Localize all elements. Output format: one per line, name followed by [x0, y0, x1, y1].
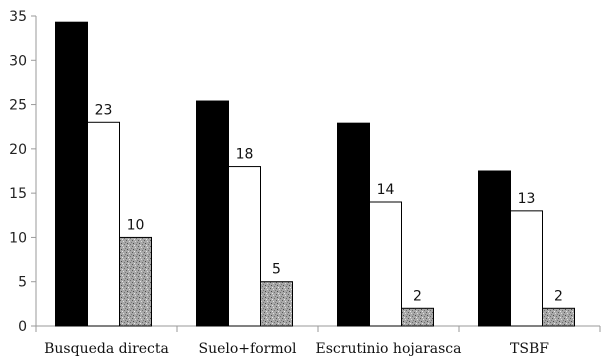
bar — [87, 121, 120, 327]
y-tick-label: 5 — [18, 275, 27, 291]
bar — [119, 236, 152, 327]
data-label: 18 — [236, 147, 254, 163]
data-label: 10 — [127, 217, 145, 233]
bar — [196, 100, 229, 327]
data-label: 14 — [377, 182, 395, 198]
bar — [228, 166, 261, 327]
bar — [401, 307, 434, 327]
y-tick-label: 10 — [9, 230, 27, 246]
category-label: Escrutinio hojarasca — [316, 341, 462, 356]
category-label: TSBF — [510, 341, 549, 356]
y-tick-label: 0 — [18, 319, 27, 335]
y-tick-label: 15 — [9, 186, 27, 202]
bar — [369, 201, 402, 327]
bars — [55, 21, 575, 327]
y-tick-label: 30 — [9, 53, 27, 69]
bar — [478, 170, 511, 327]
bar — [510, 210, 543, 327]
data-label: 13 — [518, 191, 536, 207]
y-tick-label: 20 — [9, 142, 27, 158]
data-label: 2 — [413, 288, 422, 304]
bar — [260, 281, 293, 327]
bar — [542, 307, 575, 327]
bar — [337, 122, 370, 327]
data-label: 2 — [554, 288, 563, 304]
category-label: Busqueda directa — [44, 341, 169, 356]
y-tick-label: 35 — [9, 9, 27, 25]
labels: 23 10 Busqueda directa 18 5 Suelo+formol 14 2 Es… — [44, 102, 563, 356]
data-label: 5 — [272, 262, 281, 278]
bar — [55, 21, 88, 327]
data-label: 23 — [95, 102, 113, 118]
y-tick-label: 25 — [9, 98, 27, 114]
category-label: Suelo+formol — [198, 341, 297, 356]
